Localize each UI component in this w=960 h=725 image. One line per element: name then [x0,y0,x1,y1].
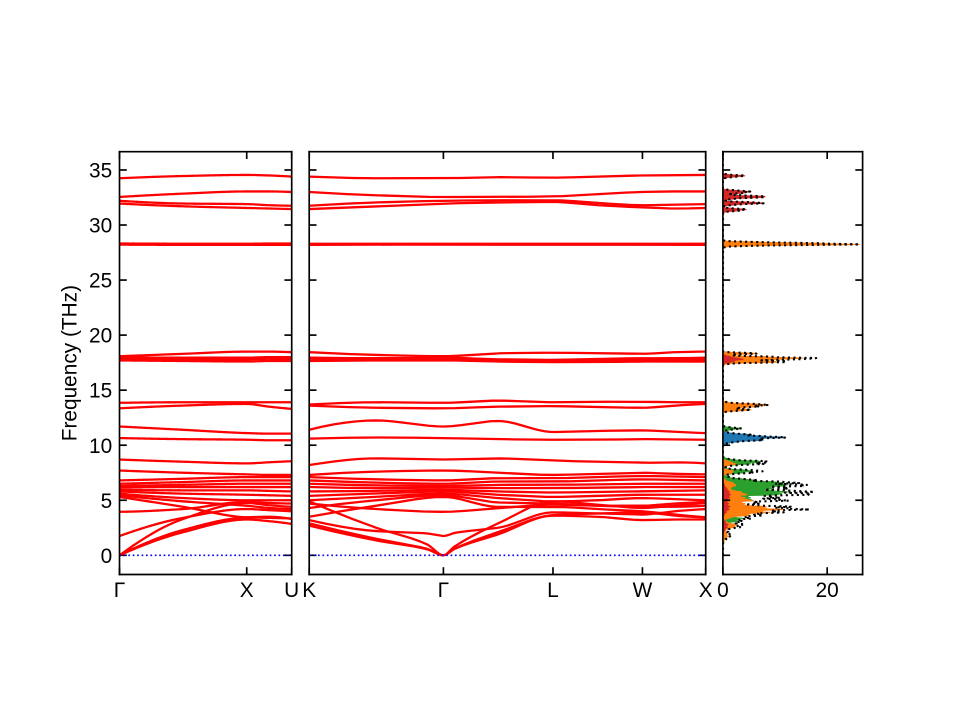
svg-text:25: 25 [89,270,112,293]
svg-text:U: U [284,579,299,602]
svg-text:Frequency (THz): Frequency (THz) [58,285,81,441]
svg-text:X: X [699,579,713,602]
svg-text:15: 15 [89,380,112,403]
svg-text:0: 0 [717,579,729,602]
svg-text:5: 5 [101,490,113,513]
svg-text:X: X [240,579,254,602]
svg-text:W: W [633,579,653,602]
svg-text:20: 20 [89,325,112,348]
svg-text:10: 10 [89,435,112,458]
svg-text:0: 0 [101,545,113,568]
svg-text:Γ: Γ [438,579,449,602]
svg-text:20: 20 [816,579,839,602]
svg-text:Γ: Γ [114,579,125,602]
svg-text:L: L [547,579,559,602]
svg-text:30: 30 [89,215,112,238]
svg-text:35: 35 [89,160,112,183]
svg-text:K: K [302,579,316,602]
